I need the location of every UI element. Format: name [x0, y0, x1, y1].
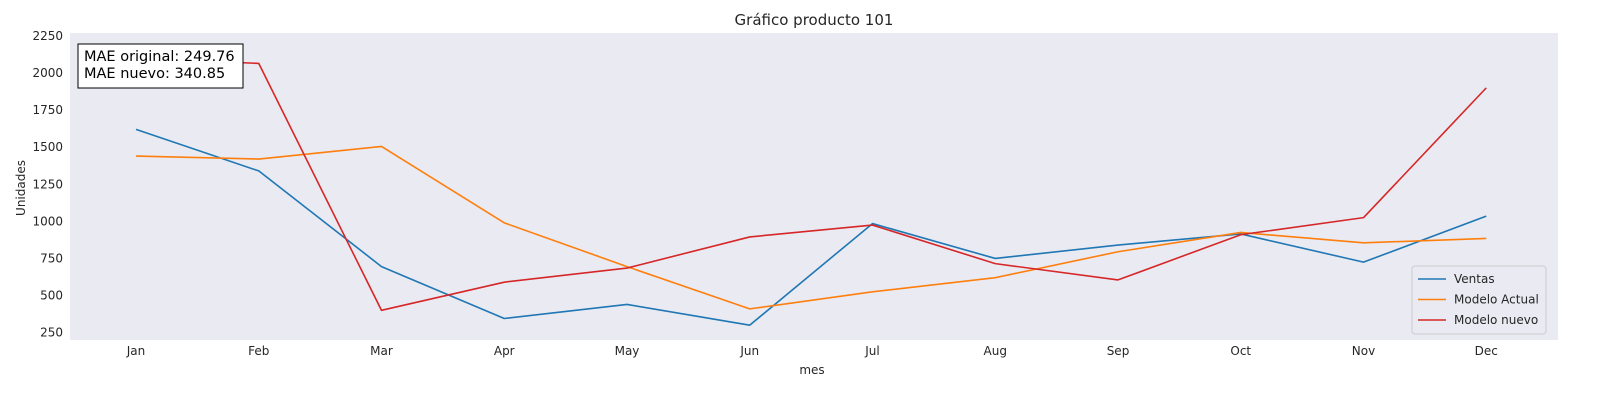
y-tick-label: 1500: [32, 140, 63, 154]
x-axis: Jan Feb Mar Apr May Jun Jul Aug Sep Oct Nov Dec: [126, 344, 1498, 358]
y-tick-label: 1000: [32, 214, 63, 228]
y-tick-label: 250: [40, 326, 63, 340]
legend: Ventas Modelo Actual Modelo nuevo: [1411, 265, 1547, 335]
x-tick-label: Oct: [1230, 344, 1251, 358]
series-line-3: [135, 57, 1487, 312]
x-tick-label: May: [615, 344, 640, 358]
y-axis: 250 500 750 1000 1250 1500 1750 2000 2250: [32, 29, 63, 340]
legend-label: Ventas: [1454, 272, 1495, 286]
x-tick-label: Nov: [1352, 344, 1375, 358]
x-tick-label: Dec: [1475, 344, 1498, 358]
x-tick-label: Aug: [984, 344, 1007, 358]
mae-annotation: MAE original: 249.76 MAE nuevo: 340.85: [77, 43, 244, 89]
legend-label: Modelo Actual: [1454, 293, 1539, 307]
x-tick-label: Jun: [739, 344, 759, 358]
legend-label: Modelo nuevo: [1454, 313, 1538, 327]
y-tick-label: 2250: [32, 29, 63, 43]
annotation-line-2: MAE nuevo: 340.85: [84, 66, 225, 82]
series-layer: [135, 57, 1487, 326]
annotation-box: [77, 43, 244, 89]
chart-title: Gráfico producto 101: [735, 11, 894, 29]
y-tick-label: 750: [40, 251, 63, 265]
x-tick-label: Jan: [126, 344, 146, 358]
y-tick-label: 1250: [32, 177, 63, 191]
x-tick-label: Feb: [248, 344, 269, 358]
x-tick-label: Mar: [370, 344, 393, 358]
x-tick-label: Apr: [494, 344, 515, 358]
x-tick-label: Jul: [864, 344, 879, 358]
y-tick-label: 2000: [32, 66, 63, 80]
legend-frame: [1411, 265, 1547, 335]
series-line-1: [135, 128, 1487, 326]
x-axis-label: mes: [799, 363, 824, 377]
plot-background: [70, 33, 1558, 340]
y-tick-label: 1750: [32, 103, 63, 117]
annotation-line-1: MAE original: 249.76: [84, 49, 235, 65]
y-tick-label: 500: [40, 289, 63, 303]
x-tick-label: Sep: [1107, 344, 1130, 358]
y-axis-label: Unidades: [14, 160, 28, 216]
series-line-2: [135, 145, 1487, 310]
